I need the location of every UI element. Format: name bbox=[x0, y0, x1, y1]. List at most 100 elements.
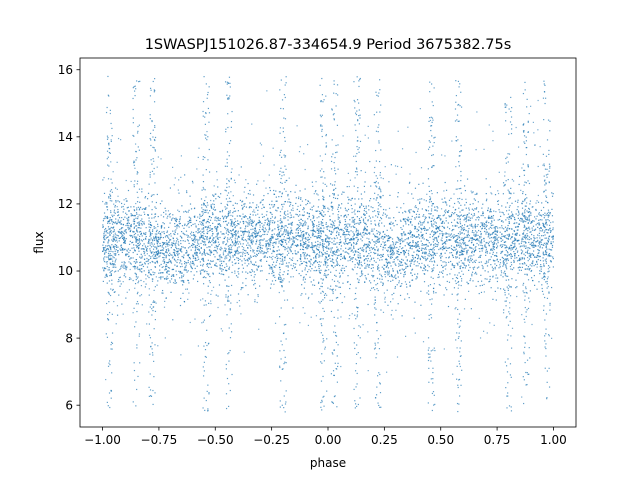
data-point bbox=[302, 234, 304, 236]
data-point bbox=[115, 249, 117, 251]
data-point bbox=[504, 273, 507, 275]
data-point bbox=[365, 244, 368, 246]
data-point bbox=[386, 229, 388, 231]
data-point bbox=[536, 222, 538, 225]
data-point bbox=[469, 217, 471, 219]
data-point bbox=[244, 254, 246, 257]
data-point bbox=[439, 229, 441, 232]
data-point bbox=[153, 253, 155, 255]
data-point bbox=[173, 249, 175, 251]
data-point bbox=[129, 234, 131, 237]
data-point bbox=[215, 239, 217, 242]
data-point bbox=[127, 253, 129, 255]
data-point bbox=[254, 255, 256, 257]
data-point bbox=[372, 216, 374, 218]
data-point bbox=[387, 254, 389, 256]
data-point bbox=[174, 233, 176, 236]
data-point bbox=[342, 234, 344, 236]
data-point bbox=[467, 233, 469, 235]
data-point bbox=[397, 303, 399, 305]
data-point bbox=[223, 241, 225, 243]
data-point bbox=[440, 248, 442, 250]
data-point bbox=[118, 240, 120, 242]
data-point bbox=[545, 196, 548, 198]
data-point bbox=[549, 212, 551, 214]
data-point bbox=[538, 252, 540, 254]
data-point bbox=[397, 256, 399, 258]
data-point bbox=[439, 229, 441, 231]
data-point bbox=[224, 247, 226, 249]
data-point bbox=[422, 215, 424, 217]
data-point bbox=[527, 230, 529, 232]
data-point bbox=[473, 251, 475, 253]
data-point bbox=[435, 209, 437, 211]
data-point bbox=[193, 216, 195, 218]
data-point bbox=[411, 269, 413, 271]
data-point bbox=[249, 217, 251, 219]
data-point bbox=[440, 239, 442, 241]
data-point bbox=[423, 267, 425, 269]
data-point bbox=[505, 279, 507, 281]
data-point bbox=[419, 257, 421, 260]
data-point bbox=[463, 240, 465, 242]
data-point bbox=[443, 214, 445, 216]
data-point bbox=[517, 217, 519, 219]
data-point bbox=[278, 232, 280, 235]
data-point bbox=[292, 252, 294, 255]
data-point bbox=[464, 214, 466, 216]
data-point bbox=[290, 264, 292, 266]
data-point bbox=[105, 274, 107, 276]
data-point bbox=[358, 210, 361, 213]
data-point bbox=[195, 235, 197, 238]
data-point bbox=[135, 276, 137, 278]
data-point bbox=[125, 232, 128, 234]
data-point bbox=[265, 244, 267, 247]
data-point bbox=[174, 279, 176, 281]
data-point bbox=[117, 211, 120, 213]
data-point bbox=[395, 241, 397, 243]
data-point bbox=[300, 242, 302, 245]
data-point bbox=[321, 245, 324, 247]
data-point bbox=[500, 237, 502, 240]
data-point bbox=[454, 241, 457, 243]
data-point bbox=[493, 219, 495, 221]
data-point bbox=[107, 217, 109, 219]
data-point bbox=[508, 235, 510, 237]
data-point bbox=[497, 287, 499, 289]
data-point bbox=[348, 225, 351, 227]
data-point bbox=[200, 272, 202, 274]
data-point bbox=[277, 224, 279, 226]
data-point bbox=[255, 225, 257, 227]
data-point bbox=[427, 221, 429, 223]
data-point bbox=[269, 268, 271, 270]
data-point bbox=[391, 246, 393, 248]
data-point bbox=[104, 267, 106, 269]
data-point bbox=[325, 276, 328, 279]
data-point bbox=[129, 240, 131, 243]
data-point bbox=[506, 202, 509, 204]
data-point bbox=[466, 281, 468, 283]
data-point bbox=[303, 261, 305, 263]
data-point bbox=[118, 221, 120, 223]
data-point bbox=[227, 229, 229, 231]
data-point bbox=[341, 301, 343, 304]
data-point bbox=[384, 258, 387, 261]
data-point bbox=[500, 244, 502, 246]
data-point bbox=[547, 229, 549, 231]
data-point bbox=[492, 251, 494, 253]
data-point bbox=[441, 198, 443, 200]
data-point bbox=[103, 237, 105, 239]
data-point bbox=[260, 252, 262, 254]
data-point bbox=[150, 269, 152, 271]
data-point bbox=[526, 251, 529, 253]
data-point bbox=[133, 209, 136, 212]
data-point bbox=[103, 259, 105, 261]
data-point bbox=[369, 198, 372, 200]
data-point bbox=[288, 205, 291, 207]
data-point bbox=[282, 280, 284, 282]
data-point bbox=[387, 261, 390, 263]
data-point bbox=[117, 280, 119, 283]
data-point bbox=[505, 259, 508, 261]
data-point bbox=[106, 245, 109, 247]
data-point bbox=[156, 223, 159, 225]
